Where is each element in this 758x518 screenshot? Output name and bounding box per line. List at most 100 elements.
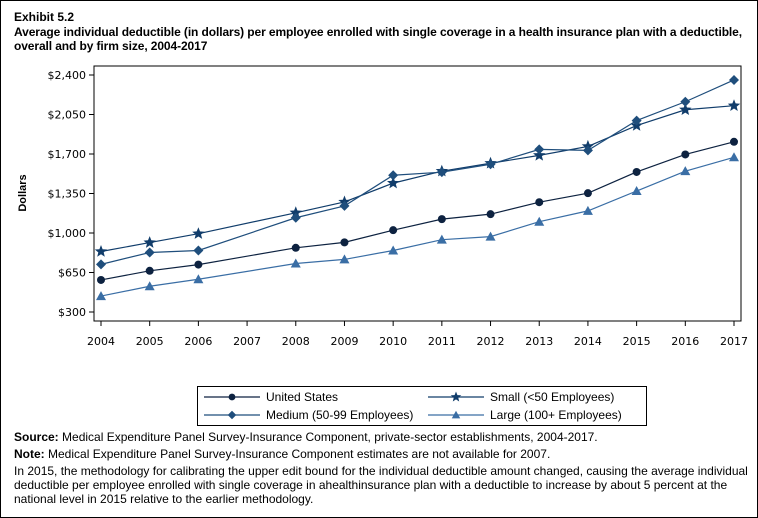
chart-title: Average individual deductible (in dollar… — [14, 25, 742, 53]
data-point — [681, 150, 690, 159]
legend-triangle-icon — [428, 410, 484, 418]
data-point — [583, 189, 592, 198]
x-tick-label: 2015 — [623, 335, 651, 348]
data-point — [485, 231, 496, 241]
data-point — [533, 148, 546, 161]
data-point — [632, 167, 641, 176]
y-tick-label: $300 — [58, 306, 86, 319]
legend-item: Medium (50-99 Employees) — [204, 406, 416, 423]
data-point — [291, 243, 300, 252]
data-point — [389, 226, 398, 235]
y-tick-label: $1,700 — [48, 148, 87, 161]
x-tick-label: 2010 — [379, 335, 407, 348]
y-axis-label: Dollars — [17, 174, 29, 211]
data-point — [94, 245, 108, 257]
data-point — [193, 245, 204, 256]
source-note: Source: Medical Expenditure Panel Survey… — [14, 430, 752, 444]
x-tick-label: 2014 — [574, 335, 602, 348]
x-tick-label: 2017 — [720, 335, 748, 348]
series-circle — [97, 137, 738, 284]
methodology-note: In 2015, the methodology for calibrating… — [14, 464, 748, 506]
legend-item: Large (100+ Employees) — [428, 406, 640, 423]
y-tick-label: $2,050 — [48, 109, 87, 122]
legend-star-icon — [428, 391, 484, 401]
note-label: Note: — [14, 447, 45, 461]
data-point — [339, 200, 350, 211]
series-triangle — [96, 152, 739, 301]
data-point — [534, 144, 545, 155]
line-chart: $300 $650 $1,000 $1,350 $1,700 $2,050 $2,400 20… — [17, 65, 748, 348]
availability-note: Note: Medical Expenditure Panel Survey-I… — [14, 447, 752, 461]
series-star — [94, 99, 741, 257]
legend-item: United States — [204, 388, 416, 405]
data-point — [437, 215, 446, 224]
data-point — [730, 137, 738, 146]
data-point — [534, 216, 545, 226]
data-point — [388, 170, 399, 181]
y-tick-label: $1,350 — [48, 188, 87, 201]
data-point — [144, 281, 155, 291]
data-point — [340, 238, 349, 247]
x-tick-label: 2013 — [525, 335, 553, 348]
legend-label: Small (<50 Employees) — [490, 389, 615, 404]
data-point — [679, 103, 692, 115]
data-point — [193, 274, 204, 284]
data-point — [680, 96, 691, 107]
x-tick-label: 2011 — [428, 335, 456, 348]
data-point — [144, 247, 155, 258]
x-tick-label: 2007 — [233, 335, 261, 348]
y-tick-label: $2,400 — [48, 69, 87, 82]
x-tick-label: 2016 — [671, 335, 699, 348]
data-point — [97, 275, 105, 284]
data-point — [436, 167, 447, 178]
y-tick-label: $650 — [58, 267, 86, 280]
data-point — [96, 259, 106, 270]
data-point — [485, 159, 496, 170]
exhibit-label: Exhibit 5.2 — [14, 10, 75, 24]
x-tick-label: 2005 — [136, 335, 164, 348]
data-point — [290, 258, 301, 268]
legend-label: Medium (50-99 Employees) — [266, 407, 414, 422]
plot-area — [93, 65, 742, 322]
data-point — [339, 254, 350, 264]
data-point — [145, 266, 154, 275]
legend-item: Small (<50 Employees) — [428, 388, 640, 405]
legend-label: Large (100+ Employees) — [490, 407, 622, 422]
data-point — [388, 245, 399, 255]
y-tick-label: $1,000 — [48, 227, 87, 240]
data-point — [436, 234, 447, 244]
x-tick-label: 2004 — [87, 335, 115, 348]
data-point — [192, 227, 205, 239]
data-point — [582, 145, 593, 156]
data-point — [729, 74, 739, 85]
legend-diamond-icon — [204, 410, 260, 419]
legend-label: United States — [266, 389, 339, 404]
data-point — [680, 166, 691, 176]
legend-circle-icon — [204, 393, 260, 400]
x-tick-label: 2008 — [282, 335, 310, 348]
data-point — [194, 260, 203, 269]
x-tick-label: 2009 — [330, 335, 358, 348]
legend: United States Small (<50 Employees) Medium… — [197, 386, 647, 426]
data-point — [96, 291, 106, 301]
note-text: Medical Expenditure Panel Survey-Insuran… — [44, 447, 551, 461]
source-text: Medical Expenditure Panel Survey-Insuran… — [58, 430, 598, 444]
x-tick-label: 2012 — [477, 335, 505, 348]
data-point — [727, 99, 741, 111]
data-point — [631, 115, 642, 126]
notes: Source: Medical Expenditure Panel Survey… — [14, 430, 752, 509]
data-point — [486, 210, 495, 219]
x-tick-label: 2006 — [184, 335, 212, 348]
data-point — [535, 198, 544, 207]
series-line — [100, 141, 735, 281]
data-point — [387, 176, 400, 189]
series-diamond — [96, 74, 739, 270]
source-label: Source: — [14, 430, 59, 444]
series-line — [100, 156, 735, 297]
data-point — [631, 186, 642, 196]
data-point — [143, 236, 156, 248]
data-point — [289, 206, 302, 219]
data-point — [729, 152, 739, 162]
data-point — [290, 212, 301, 223]
